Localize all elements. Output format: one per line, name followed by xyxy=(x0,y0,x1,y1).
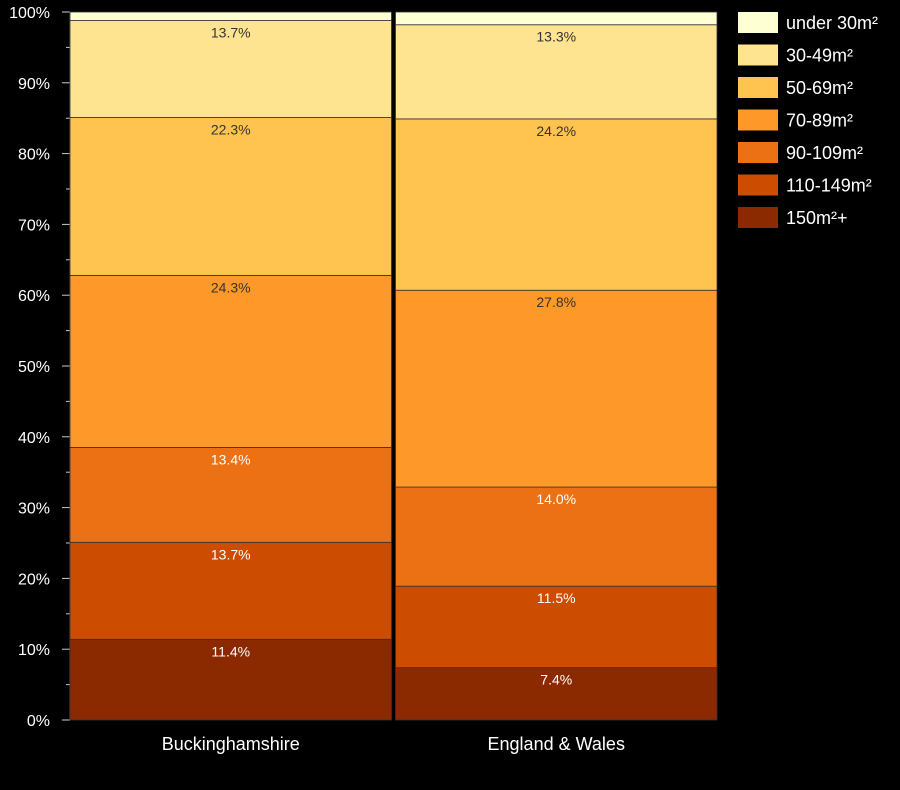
y-tick-label: 90% xyxy=(18,76,50,93)
bar-segment-buckinghamshire-70-89m xyxy=(69,274,392,448)
bar-segment-buckinghamshire-50-69m xyxy=(69,117,392,276)
bar-segment-buckinghamshire-150m xyxy=(69,638,392,721)
legend-swatch-under-30m xyxy=(738,12,778,33)
legend-swatch-30-49m xyxy=(738,44,778,66)
bar-segment-england-wales-under-30m xyxy=(395,11,718,26)
data-labels: 11.4% 13.7% 13.4% 24.3% 22.3% 13.7% 7.4% 11.5% 1… xyxy=(211,24,576,687)
y-tick-label: 70% xyxy=(18,217,50,234)
y-tick-label: 40% xyxy=(18,430,50,447)
y-tick-label: 30% xyxy=(18,501,50,518)
legend-label-50-69m: 50-69m² xyxy=(786,78,853,98)
legend-label-150m: 150m²+ xyxy=(786,208,848,228)
y-tick-label: 0% xyxy=(27,713,50,730)
legend-swatch-90-109m xyxy=(738,142,778,163)
data-label: 24.3% xyxy=(211,279,251,295)
data-label: 13.7% xyxy=(211,24,251,40)
bars xyxy=(69,11,718,721)
bar-segment-buckinghamshire-90-109m xyxy=(69,447,392,543)
data-label: 22.3% xyxy=(211,121,251,137)
bar-segment-england-wales-90-109m xyxy=(395,486,718,587)
data-label: 27.8% xyxy=(536,294,576,310)
bar-segment-england-wales-50-69m xyxy=(395,118,718,291)
legend-label-90-109m: 90-109m² xyxy=(786,143,863,163)
y-tick-label: 100% xyxy=(9,5,50,22)
legend-swatch-50-69m xyxy=(738,77,778,98)
legend-swatch-70-89m xyxy=(738,109,778,131)
data-label: 11.4% xyxy=(211,643,250,659)
y-tick-label: 10% xyxy=(18,642,50,659)
bar-segment-buckinghamshire-under-30m xyxy=(69,11,392,21)
x-category-label: Buckinghamshire xyxy=(162,734,300,754)
data-label: 7.4% xyxy=(540,672,572,688)
data-label: 13.4% xyxy=(211,451,251,467)
legend-swatch-110-149m xyxy=(738,174,778,196)
bar-segment-buckinghamshire-30-49m xyxy=(69,20,392,118)
y-tick-label: 50% xyxy=(18,359,50,376)
y-tick-label: 60% xyxy=(18,288,50,305)
x-category-label: England & Wales xyxy=(488,734,625,754)
legend-swatch-150m xyxy=(738,207,778,228)
legend-label-30-49m: 30-49m² xyxy=(786,46,853,66)
legend-label-110-149m: 110-149m² xyxy=(786,176,872,196)
legend-label-70-89m: 70-89m² xyxy=(786,111,853,131)
data-label: 11.5% xyxy=(537,590,576,606)
data-label: 24.2% xyxy=(536,123,576,139)
legend: under 30m² 30-49m² 50-69m² 70-89m² 90-109m² 1… xyxy=(738,12,878,228)
legend-label-under-30m: under 30m² xyxy=(786,13,878,33)
data-label: 14.0% xyxy=(536,491,576,507)
y-tick-label: 80% xyxy=(18,147,50,164)
y-tick-label: 20% xyxy=(18,571,50,588)
bar-segment-england-wales-150m xyxy=(395,667,718,721)
data-label: 13.3% xyxy=(536,29,576,45)
bar-segment-buckinghamshire-110-149m xyxy=(69,541,392,640)
bar-segment-england-wales-30-49m xyxy=(395,24,718,120)
bar-segment-england-wales-110-149m xyxy=(395,585,718,669)
bar-segment-england-wales-70-89m xyxy=(395,289,718,488)
axes: 0% 10% 20% 30% 40% 50% 60% 70% 80% 90% 100% Bucking… xyxy=(9,5,625,754)
data-label: 13.7% xyxy=(211,546,251,562)
